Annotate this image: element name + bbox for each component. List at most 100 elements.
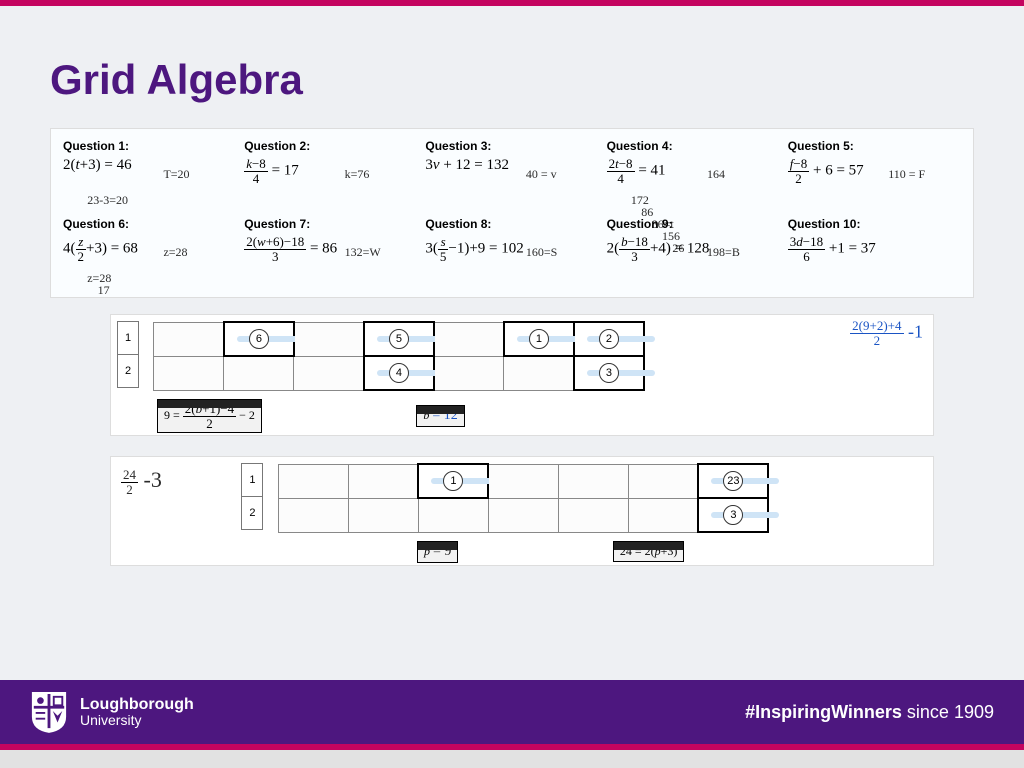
question-label: Question 1:	[63, 139, 236, 153]
hand-annotation: k=76	[345, 167, 370, 182]
question-label: Question 8:	[425, 217, 598, 231]
grid-diagram-1: 1 2 651243 2(9+2)+42 -1 9 = 2(b+1)−42 − …	[110, 314, 934, 436]
university-lockup: Loughborough University	[30, 690, 194, 734]
grid-cell: 1	[418, 464, 488, 498]
grid-cell	[154, 356, 224, 390]
question-label: Question 3:	[425, 139, 598, 153]
equation-mini-box: p = 9	[417, 541, 458, 563]
equation-mini-box: 9 = 2(b+1)−42 − 2	[157, 399, 262, 433]
row-key: 1	[241, 463, 263, 497]
grid-node: 6	[249, 329, 269, 349]
question-equation: 3(s5−1)+9 = 102	[425, 235, 523, 263]
grid-node: 3	[599, 363, 619, 383]
hand-annotation: z=28	[163, 245, 187, 260]
grid-cell	[434, 322, 504, 356]
question-equation: f−82 + 6 = 57	[788, 157, 864, 185]
grid-node: 2	[599, 329, 619, 349]
hand-annotation: 17	[98, 283, 110, 298]
hand-annotation: 160=S	[526, 245, 557, 260]
grid-cell: 2	[574, 322, 644, 356]
question-cell: Question 4:2t−84 = 411641728686=t15626	[607, 139, 780, 209]
question-label: Question 10:	[788, 217, 961, 231]
question-cell: Question 8: 3(s5−1)+9 = 102160=S	[425, 217, 598, 287]
slide-body: Grid Algebra Question 1: 2(t+3) = 46 T=20 2…	[0, 6, 1024, 566]
footer-tagline: #InspiringWinners since 1909	[745, 702, 994, 723]
question-label: Question 5:	[788, 139, 961, 153]
equation-mini-box: 24 = 2(p+3)	[613, 541, 685, 562]
grid-node: 3	[723, 505, 743, 525]
row-keys-2: 1 2	[241, 463, 263, 529]
questions-panel: Question 1:2(t+3) = 46T=2023-3=20Questio…	[50, 128, 974, 298]
footer-grey-strip	[0, 750, 1024, 768]
hand-annotation: 242 -3	[121, 467, 162, 496]
footer-bar: Loughborough University #InspiringWinner…	[0, 680, 1024, 744]
row-key: 2	[241, 496, 263, 530]
question-equation: 2(w+6)−183 = 86	[244, 235, 337, 263]
question-equation: 4(z2+3) = 68	[63, 235, 138, 263]
hand-annotation: 23-3=20	[87, 193, 128, 208]
grid-cell	[628, 464, 698, 498]
grid-cell	[558, 498, 628, 532]
shield-icon	[30, 690, 68, 734]
grid-cell: 4	[364, 356, 434, 390]
question-label: Question 4:	[607, 139, 780, 153]
question-label: Question 2:	[244, 139, 417, 153]
question-cell: Question 6:4(z2+3) = 68z=28z=2817	[63, 217, 236, 287]
grid-cell: 1	[504, 322, 574, 356]
grid-cell	[628, 498, 698, 532]
hand-annotation: 2(9+2)+42 -1	[850, 319, 923, 347]
grid-cell	[488, 498, 558, 532]
grid-cell	[294, 356, 364, 390]
row-key: 2	[117, 354, 139, 388]
question-cell: Question 9: 2(b−183+4) = 128198=B	[607, 217, 780, 287]
equation-mini-box: b = 12	[416, 405, 464, 427]
grid-cell: 3	[574, 356, 644, 390]
grid-cell	[294, 322, 364, 356]
grid-cell	[488, 464, 558, 498]
question-equation: 2t−84 = 41	[607, 157, 666, 185]
grid-cell: 3	[698, 498, 768, 532]
grid-cell	[558, 464, 628, 498]
question-cell: Question 10: 3d−186 +1 = 37	[788, 217, 961, 287]
question-equation: 3d−186 +1 = 37	[788, 235, 876, 263]
grid-cell: 6	[224, 322, 294, 356]
grid-cell	[278, 464, 348, 498]
grid-cell	[504, 356, 574, 390]
grid-cell	[434, 356, 504, 390]
question-equation: 3v + 12 = 132	[425, 157, 509, 174]
question-cell: Question 7: 2(w+6)−183 = 86 132=W	[244, 217, 417, 287]
question-equation: 2(b−183+4) = 128	[607, 235, 710, 263]
grid-cell: 23	[698, 464, 768, 498]
hand-annotation: 40 = v	[526, 167, 557, 182]
grid-diagram-2: 242 -3 1 2 1 23 3 p = 9 24 = 2(p+3)	[110, 456, 934, 566]
hand-annotation: 110 = F	[888, 167, 925, 182]
grid-node: 1	[443, 471, 463, 491]
hand-annotation: 198=B	[707, 245, 740, 260]
question-label: Question 7:	[244, 217, 417, 231]
question-equation: k−84 = 17	[244, 157, 299, 185]
footer-pink-strip	[0, 744, 1024, 750]
question-cell: Question 3: 3v + 12 = 132 40 = v	[425, 139, 598, 209]
question-equation: 2(t+3) = 46	[63, 157, 132, 174]
grid-cell	[278, 498, 348, 532]
row-keys-1: 1 2	[117, 321, 139, 387]
grid-cell	[224, 356, 294, 390]
hand-annotation: T=20	[163, 167, 189, 182]
question-label: Question 6:	[63, 217, 236, 231]
grid-cell	[348, 498, 418, 532]
grid-table-1: 6 5 1 2 4 3	[153, 321, 645, 391]
grid-cell: 5	[364, 322, 434, 356]
row-key: 1	[117, 321, 139, 355]
grid-cell	[154, 322, 224, 356]
page-title: Grid Algebra	[50, 56, 974, 104]
grid-cell	[418, 498, 488, 532]
university-name-1: Loughborough	[80, 696, 194, 714]
grid-table-2: 1 23 3	[278, 463, 770, 533]
question-cell: Question 2: k−84 = 17 k=76	[244, 139, 417, 209]
hand-annotation: 132=W	[345, 245, 381, 260]
grid-node: 5	[389, 329, 409, 349]
grid-node: 4	[389, 363, 409, 383]
question-label: Question 9:	[607, 217, 780, 231]
question-cell: Question 1: 2(t+3) = 46 T=20 23-3=20	[63, 139, 236, 209]
grid-node: 23	[723, 471, 743, 491]
